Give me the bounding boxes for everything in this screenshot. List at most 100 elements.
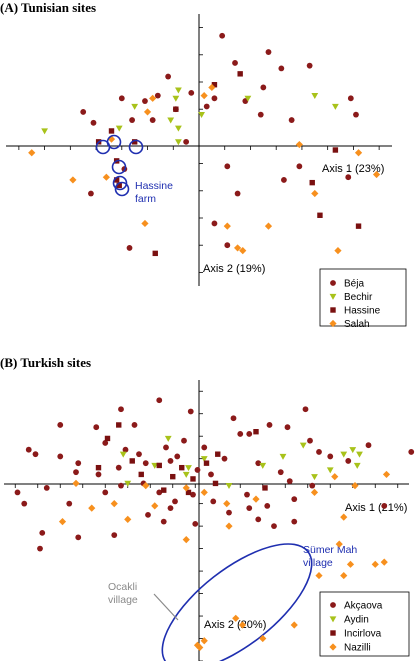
data-point-ak-aova bbox=[210, 498, 217, 505]
data-point-bechir bbox=[198, 112, 205, 119]
data-point-ak-aova bbox=[156, 397, 163, 404]
data-point-ak-aova bbox=[226, 509, 232, 516]
data-point-ak-aova bbox=[131, 422, 138, 428]
data-point-salah bbox=[200, 92, 208, 100]
data-point-aydin bbox=[353, 462, 361, 469]
data-point-nazilli bbox=[193, 641, 202, 649]
highlight-ring bbox=[111, 159, 127, 175]
data-point-ak-aova bbox=[37, 545, 43, 552]
data-point-nazilli bbox=[232, 614, 240, 622]
data-point-incirlova bbox=[212, 480, 219, 487]
y-axis-label: Axis 2 (20%) bbox=[204, 619, 266, 631]
data-point-ak-aova bbox=[230, 415, 237, 422]
data-point-ak-aova bbox=[142, 460, 149, 467]
data-point-nazilli bbox=[200, 637, 208, 645]
data-point-b-ja bbox=[126, 245, 133, 251]
sumer-mah-highlight: Sümer Mah village bbox=[161, 543, 357, 661]
hassine-farm-highlight: Hassine farm bbox=[95, 134, 173, 205]
data-point-b-ja bbox=[232, 60, 238, 66]
data-point-b-ja bbox=[296, 163, 303, 170]
data-point-salah bbox=[223, 222, 231, 230]
data-point-b-ja bbox=[211, 220, 218, 227]
data-point-ak-aova bbox=[244, 491, 250, 498]
data-point-aydin bbox=[119, 451, 127, 458]
data-point-b-ja bbox=[288, 117, 295, 123]
data-point-incirlova bbox=[203, 460, 210, 466]
legend-swatch bbox=[330, 602, 336, 608]
data-point-b-ja bbox=[281, 177, 287, 183]
data-point-ak-aova bbox=[271, 523, 277, 530]
highlight-ring bbox=[106, 134, 122, 150]
data-point-salah bbox=[234, 244, 242, 252]
data-point-b-ja bbox=[224, 163, 231, 170]
data-point-nazilli bbox=[290, 621, 298, 629]
data-point-aydin bbox=[225, 483, 233, 490]
data-point-nazilli bbox=[335, 540, 343, 548]
data-point-hassine bbox=[317, 212, 323, 218]
data-point-ak-aova bbox=[381, 502, 388, 509]
data-point-salah bbox=[28, 149, 36, 157]
data-point-ak-aova bbox=[302, 406, 309, 413]
panel-tunisian-sites: (A) Tunisian sites Axis 1 (23%) Axis 2 (1… bbox=[0, 0, 407, 330]
data-point-ak-aova bbox=[316, 449, 322, 455]
data-point-ak-aova bbox=[190, 491, 196, 498]
data-point-ak-aova bbox=[174, 453, 181, 460]
y-axis-label: Axis 2 (19%) bbox=[203, 263, 265, 275]
data-point-nazilli bbox=[340, 513, 348, 521]
data-point-ak-aova bbox=[21, 500, 28, 507]
data-point-bechir bbox=[167, 117, 175, 124]
data-point-ak-aova bbox=[145, 511, 151, 518]
data-point-nazilli bbox=[110, 500, 118, 508]
data-point-b-ja bbox=[224, 242, 231, 249]
data-point-nazilli bbox=[380, 558, 388, 566]
data-point-ak-aova bbox=[266, 422, 273, 428]
ocakli-pointer bbox=[153, 593, 179, 621]
data-point-ak-aova bbox=[75, 534, 82, 541]
data-point-b-ja bbox=[154, 92, 161, 99]
panel-a-legend: Béja Bechir Hassine Salah bbox=[319, 268, 407, 330]
data-point-incirlova bbox=[215, 451, 221, 457]
data-point-bechir bbox=[244, 95, 252, 102]
data-point-b-ja bbox=[265, 49, 272, 55]
ocakli-annotation-line2: village bbox=[108, 594, 138, 606]
data-point-b-ja bbox=[211, 95, 218, 102]
data-point-b-ja bbox=[149, 117, 156, 123]
data-point-aydin bbox=[279, 453, 287, 460]
data-point-ak-aova bbox=[25, 446, 32, 453]
highlight-ring bbox=[128, 139, 144, 155]
data-point-hassine bbox=[173, 106, 179, 112]
data-point-salah bbox=[334, 247, 342, 255]
legend-swatch bbox=[329, 616, 337, 623]
panel-turkish-sites: (B) Turkish sites Axis 1 (21%) Axis 2 (20… bbox=[0, 355, 415, 661]
data-point-b-ja bbox=[118, 95, 125, 102]
data-point-ak-aova bbox=[255, 460, 262, 467]
data-point-bechir bbox=[331, 103, 339, 110]
sumer-mah-ellipse bbox=[161, 543, 313, 661]
data-point-ak-aova bbox=[291, 496, 298, 503]
data-point-nazilli bbox=[182, 536, 190, 544]
data-point-salah bbox=[239, 247, 247, 255]
data-point-aydin bbox=[299, 442, 307, 449]
data-point-ak-aova bbox=[32, 451, 39, 458]
data-point-ak-aova bbox=[115, 464, 122, 471]
data-point-nazilli bbox=[225, 522, 233, 530]
highlight-ring bbox=[114, 181, 130, 197]
data-point-aydin bbox=[182, 471, 190, 478]
data-point-ak-aova bbox=[187, 408, 194, 415]
data-point-salah bbox=[208, 83, 216, 92]
data-point-b-ja bbox=[165, 73, 172, 80]
data-point-ak-aova bbox=[136, 451, 142, 458]
data-point-ak-aova bbox=[246, 505, 253, 512]
data-point-salah bbox=[143, 108, 152, 116]
data-point-nazilli bbox=[346, 560, 355, 568]
data-point-salah bbox=[264, 222, 273, 230]
data-point-ak-aova bbox=[167, 458, 174, 464]
data-point-incirlova bbox=[170, 473, 176, 480]
panel-a-title: (A) Tunisian sites bbox=[0, 0, 96, 15]
data-point-incirlova bbox=[95, 464, 102, 471]
data-point-incirlova bbox=[116, 422, 122, 428]
data-point-ak-aova bbox=[221, 455, 228, 462]
data-point-ak-aova bbox=[111, 532, 118, 539]
panel-a-axes: Axis 1 (23%) Axis 2 (19%) bbox=[6, 14, 392, 286]
data-point-nazilli bbox=[331, 473, 339, 481]
